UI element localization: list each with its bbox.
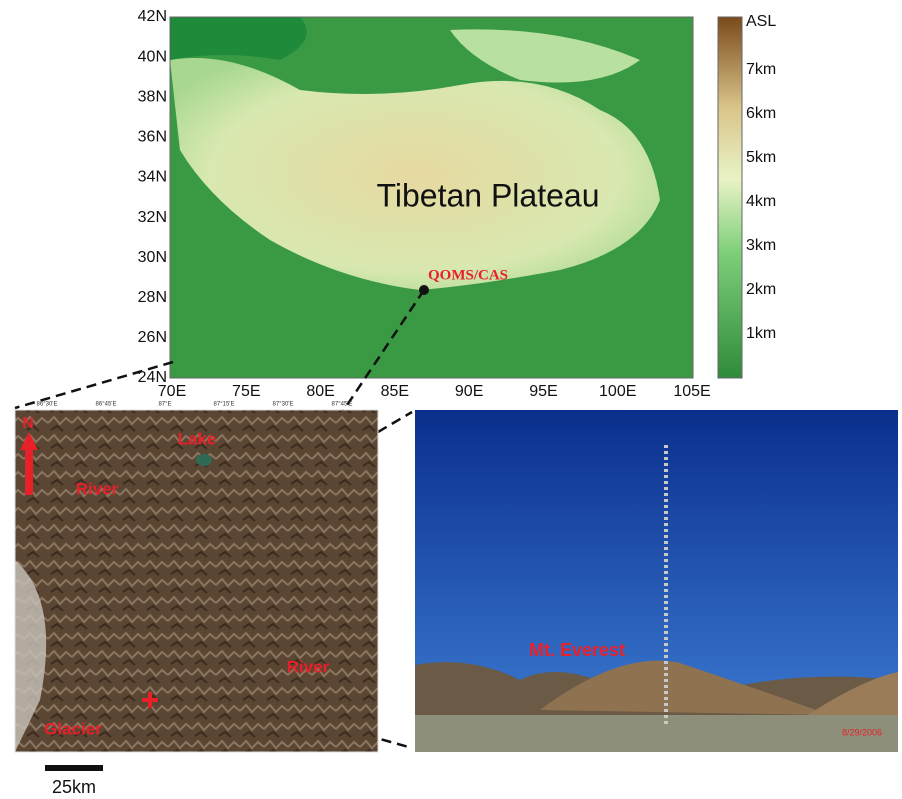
- lowland: [170, 17, 307, 60]
- colorbar-label: 2km: [746, 281, 776, 298]
- map-title: Tibetan Plateau: [377, 177, 600, 213]
- lon-label: 90E: [455, 383, 483, 400]
- lon-label: 95E: [529, 383, 557, 400]
- lon-label: 100E: [599, 383, 636, 400]
- lat-label: 26N: [138, 329, 167, 346]
- north-arrow: [25, 445, 33, 495]
- colorbar: [718, 17, 742, 378]
- lon-label: 105E: [673, 383, 710, 400]
- station-label: QOMS/CAS: [428, 267, 508, 283]
- colorbar-label: 3km: [746, 237, 776, 254]
- photo-date: 8/29/2006: [842, 727, 882, 737]
- satellite-label: River: [287, 657, 330, 676]
- lat-label: 38N: [138, 88, 167, 105]
- lon-label: 85E: [381, 383, 409, 400]
- figure: Tibetan Plateau QOMS/CAS 42N 40N 38N 36N 34N…: [0, 0, 902, 799]
- scale-bar: [45, 765, 103, 771]
- satellite-tick: 86°30'E: [37, 402, 58, 408]
- colorbar-label: 1km: [746, 325, 776, 342]
- lat-label: 28N: [138, 289, 167, 306]
- lon-label: 75E: [232, 383, 260, 400]
- lon-label: 70E: [158, 383, 186, 400]
- satellite-label: Lake: [178, 429, 217, 448]
- satellite-tick: 87°30'E: [273, 402, 294, 408]
- page: {"map":{"title":"Tibetan Plateau","stati…: [0, 0, 902, 799]
- lat-label: 40N: [138, 48, 167, 65]
- satellite-label: River: [76, 479, 119, 498]
- ground: [415, 715, 898, 752]
- lat-label: 32N: [138, 209, 167, 226]
- lon-label: 80E: [306, 383, 334, 400]
- satellite-ticks: 86°30'E 86°45'E 87°E 87°15'E 87°30'E 87°45'E: [37, 402, 353, 408]
- colorbar-title: ASL: [746, 13, 776, 30]
- lat-label: 36N: [138, 129, 167, 146]
- satellite-tick: 87°45'E: [332, 402, 353, 408]
- lake: [196, 454, 212, 466]
- scale-label: 25km: [52, 777, 96, 797]
- colorbar-label: 4km: [746, 193, 776, 210]
- lat-label: 34N: [138, 169, 167, 186]
- photo-label: Mt. Everest: [529, 640, 625, 660]
- lon-labels: 70E 75E 80E 85E 90E 95E 100E 105E: [158, 383, 711, 400]
- colorbar-labels: 7km 6km 5km 4km 3km 2km 1km: [746, 61, 776, 342]
- north-label: N: [22, 415, 34, 432]
- colorbar-label: 7km: [746, 61, 776, 78]
- lat-label: 30N: [138, 249, 167, 266]
- satellite-tick: 86°45'E: [96, 402, 117, 408]
- satellite-tick: 87°E: [158, 402, 171, 408]
- colorbar-label: 6km: [746, 105, 776, 122]
- lat-label: 42N: [138, 8, 167, 25]
- satellite-tick: 87°15'E: [214, 402, 235, 408]
- colorbar-label: 5km: [746, 149, 776, 166]
- satellite-label: Glacier: [44, 719, 102, 738]
